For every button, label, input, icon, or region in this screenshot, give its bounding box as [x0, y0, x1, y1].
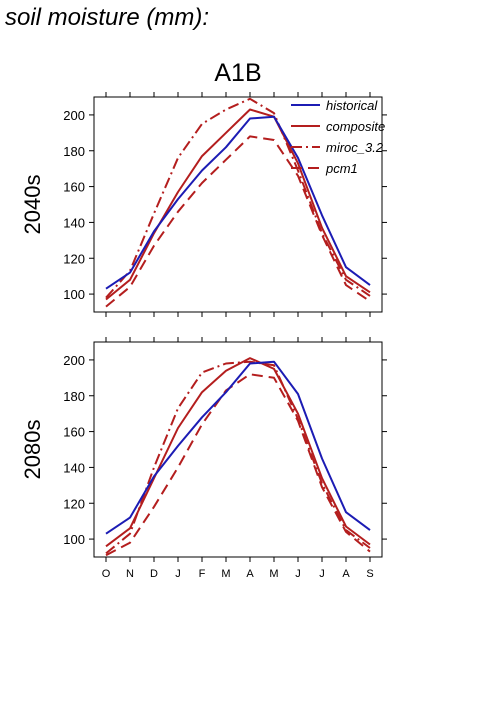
x-tick-label: J	[319, 568, 325, 580]
y-tick-label: 160	[63, 180, 85, 195]
y-tick-label: 140	[63, 215, 85, 230]
y-tick-label: 100	[63, 287, 85, 302]
series-line-historical-2080s	[105, 360, 371, 535]
y-tick-label: 120	[63, 496, 85, 511]
plot-frame-2040s	[93, 96, 383, 313]
x-tick-label: F	[199, 568, 206, 580]
y-tick-label: 180	[63, 144, 85, 159]
legend-label-pcm1: pcm1	[325, 161, 358, 176]
x-tick-label: M	[269, 568, 278, 580]
row-label-2040s: 2040s	[20, 175, 45, 235]
y-tick-label: 160	[63, 425, 85, 440]
y-tick-label: 200	[63, 353, 85, 368]
series-line-miroc-2040s	[105, 97, 371, 299]
x-tick-label: S	[366, 568, 373, 580]
plot-frame-2080s	[93, 341, 383, 558]
y-tick-label: 200	[63, 108, 85, 123]
y-tick-label: 140	[63, 460, 85, 475]
y-tick-label: 100	[63, 532, 85, 547]
y-tick-label: 180	[63, 389, 85, 404]
series-line-historical-2040s	[105, 115, 371, 290]
x-tick-label: J	[295, 568, 301, 580]
legend-label-composite: composite	[326, 119, 385, 134]
x-tick-label: A	[342, 568, 350, 580]
scenario-title: A1B	[214, 59, 261, 87]
x-tick-label: D	[150, 568, 158, 580]
y-tick-label: 120	[63, 251, 85, 266]
page-title: soil moisture (mm):	[5, 4, 210, 31]
series-line-composite-2080s	[105, 357, 371, 548]
legend-label-miroc: miroc_3.2	[326, 140, 384, 155]
x-tick-label: O	[102, 568, 111, 580]
series-line-pcm1-2080s	[105, 373, 371, 557]
x-tick-label: J	[175, 568, 181, 580]
series-line-pcm1-2040s	[105, 135, 371, 308]
x-tick-label: N	[126, 568, 134, 580]
legend-label-historical: historical	[326, 98, 378, 113]
series-line-miroc-2080s	[105, 360, 371, 555]
series-line-composite-2040s	[105, 108, 371, 301]
x-tick-label: A	[246, 568, 254, 580]
row-label-2080s: 2080s	[20, 420, 45, 480]
x-tick-label: M	[221, 568, 230, 580]
